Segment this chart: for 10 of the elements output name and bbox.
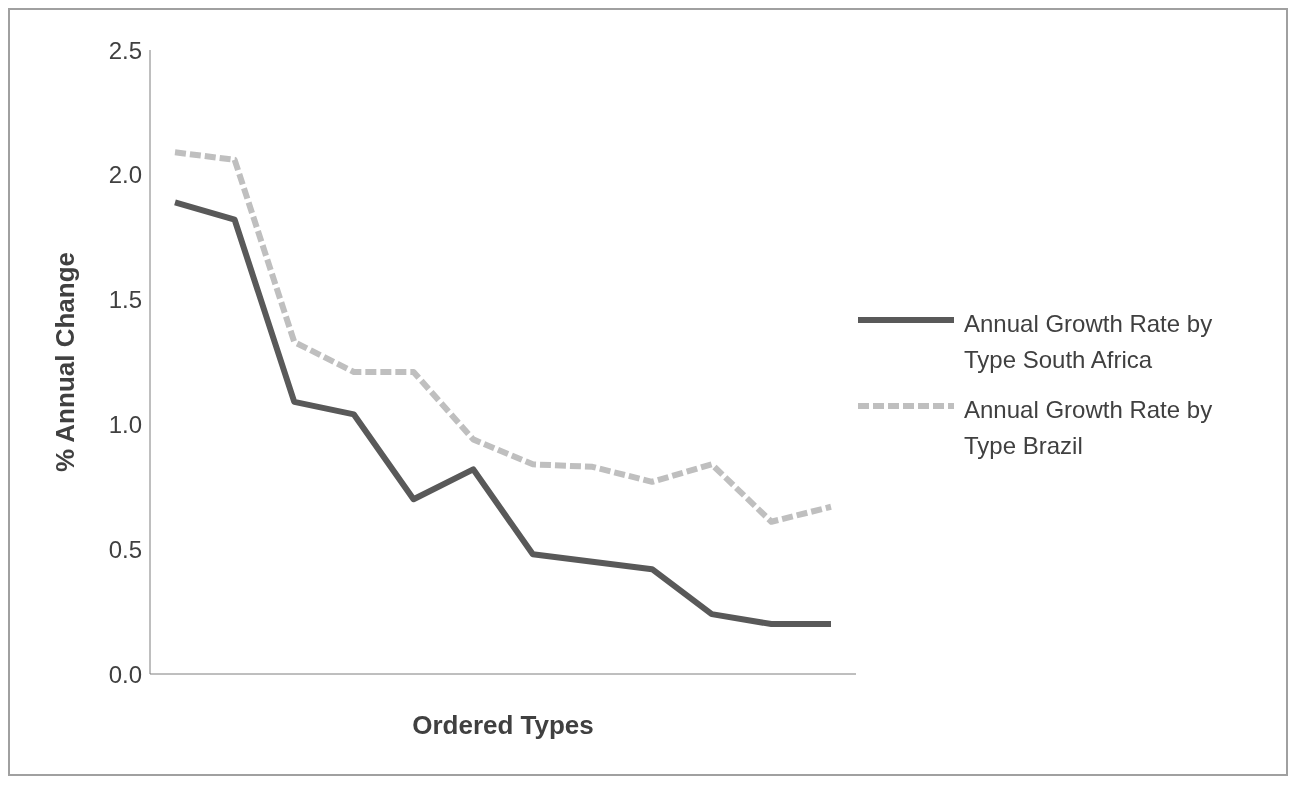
y-tick-label: 2.0 (108, 161, 142, 189)
y-tick-label: 2.5 (108, 36, 142, 64)
legend-label: Annual Growth Rate by Type Brazil (964, 395, 1214, 461)
y-axis-title: % Annual Change (50, 251, 81, 473)
y-tick-label: 0.0 (108, 660, 142, 688)
y-tick-label: 1.0 (108, 410, 142, 438)
x-axis-title: Ordered Types (412, 710, 594, 740)
legend-label: Annual Growth Rate by Type South Africa (964, 309, 1214, 375)
y-tick-label: 0.5 (108, 535, 142, 563)
y-tick-label: 1.5 (108, 286, 142, 314)
